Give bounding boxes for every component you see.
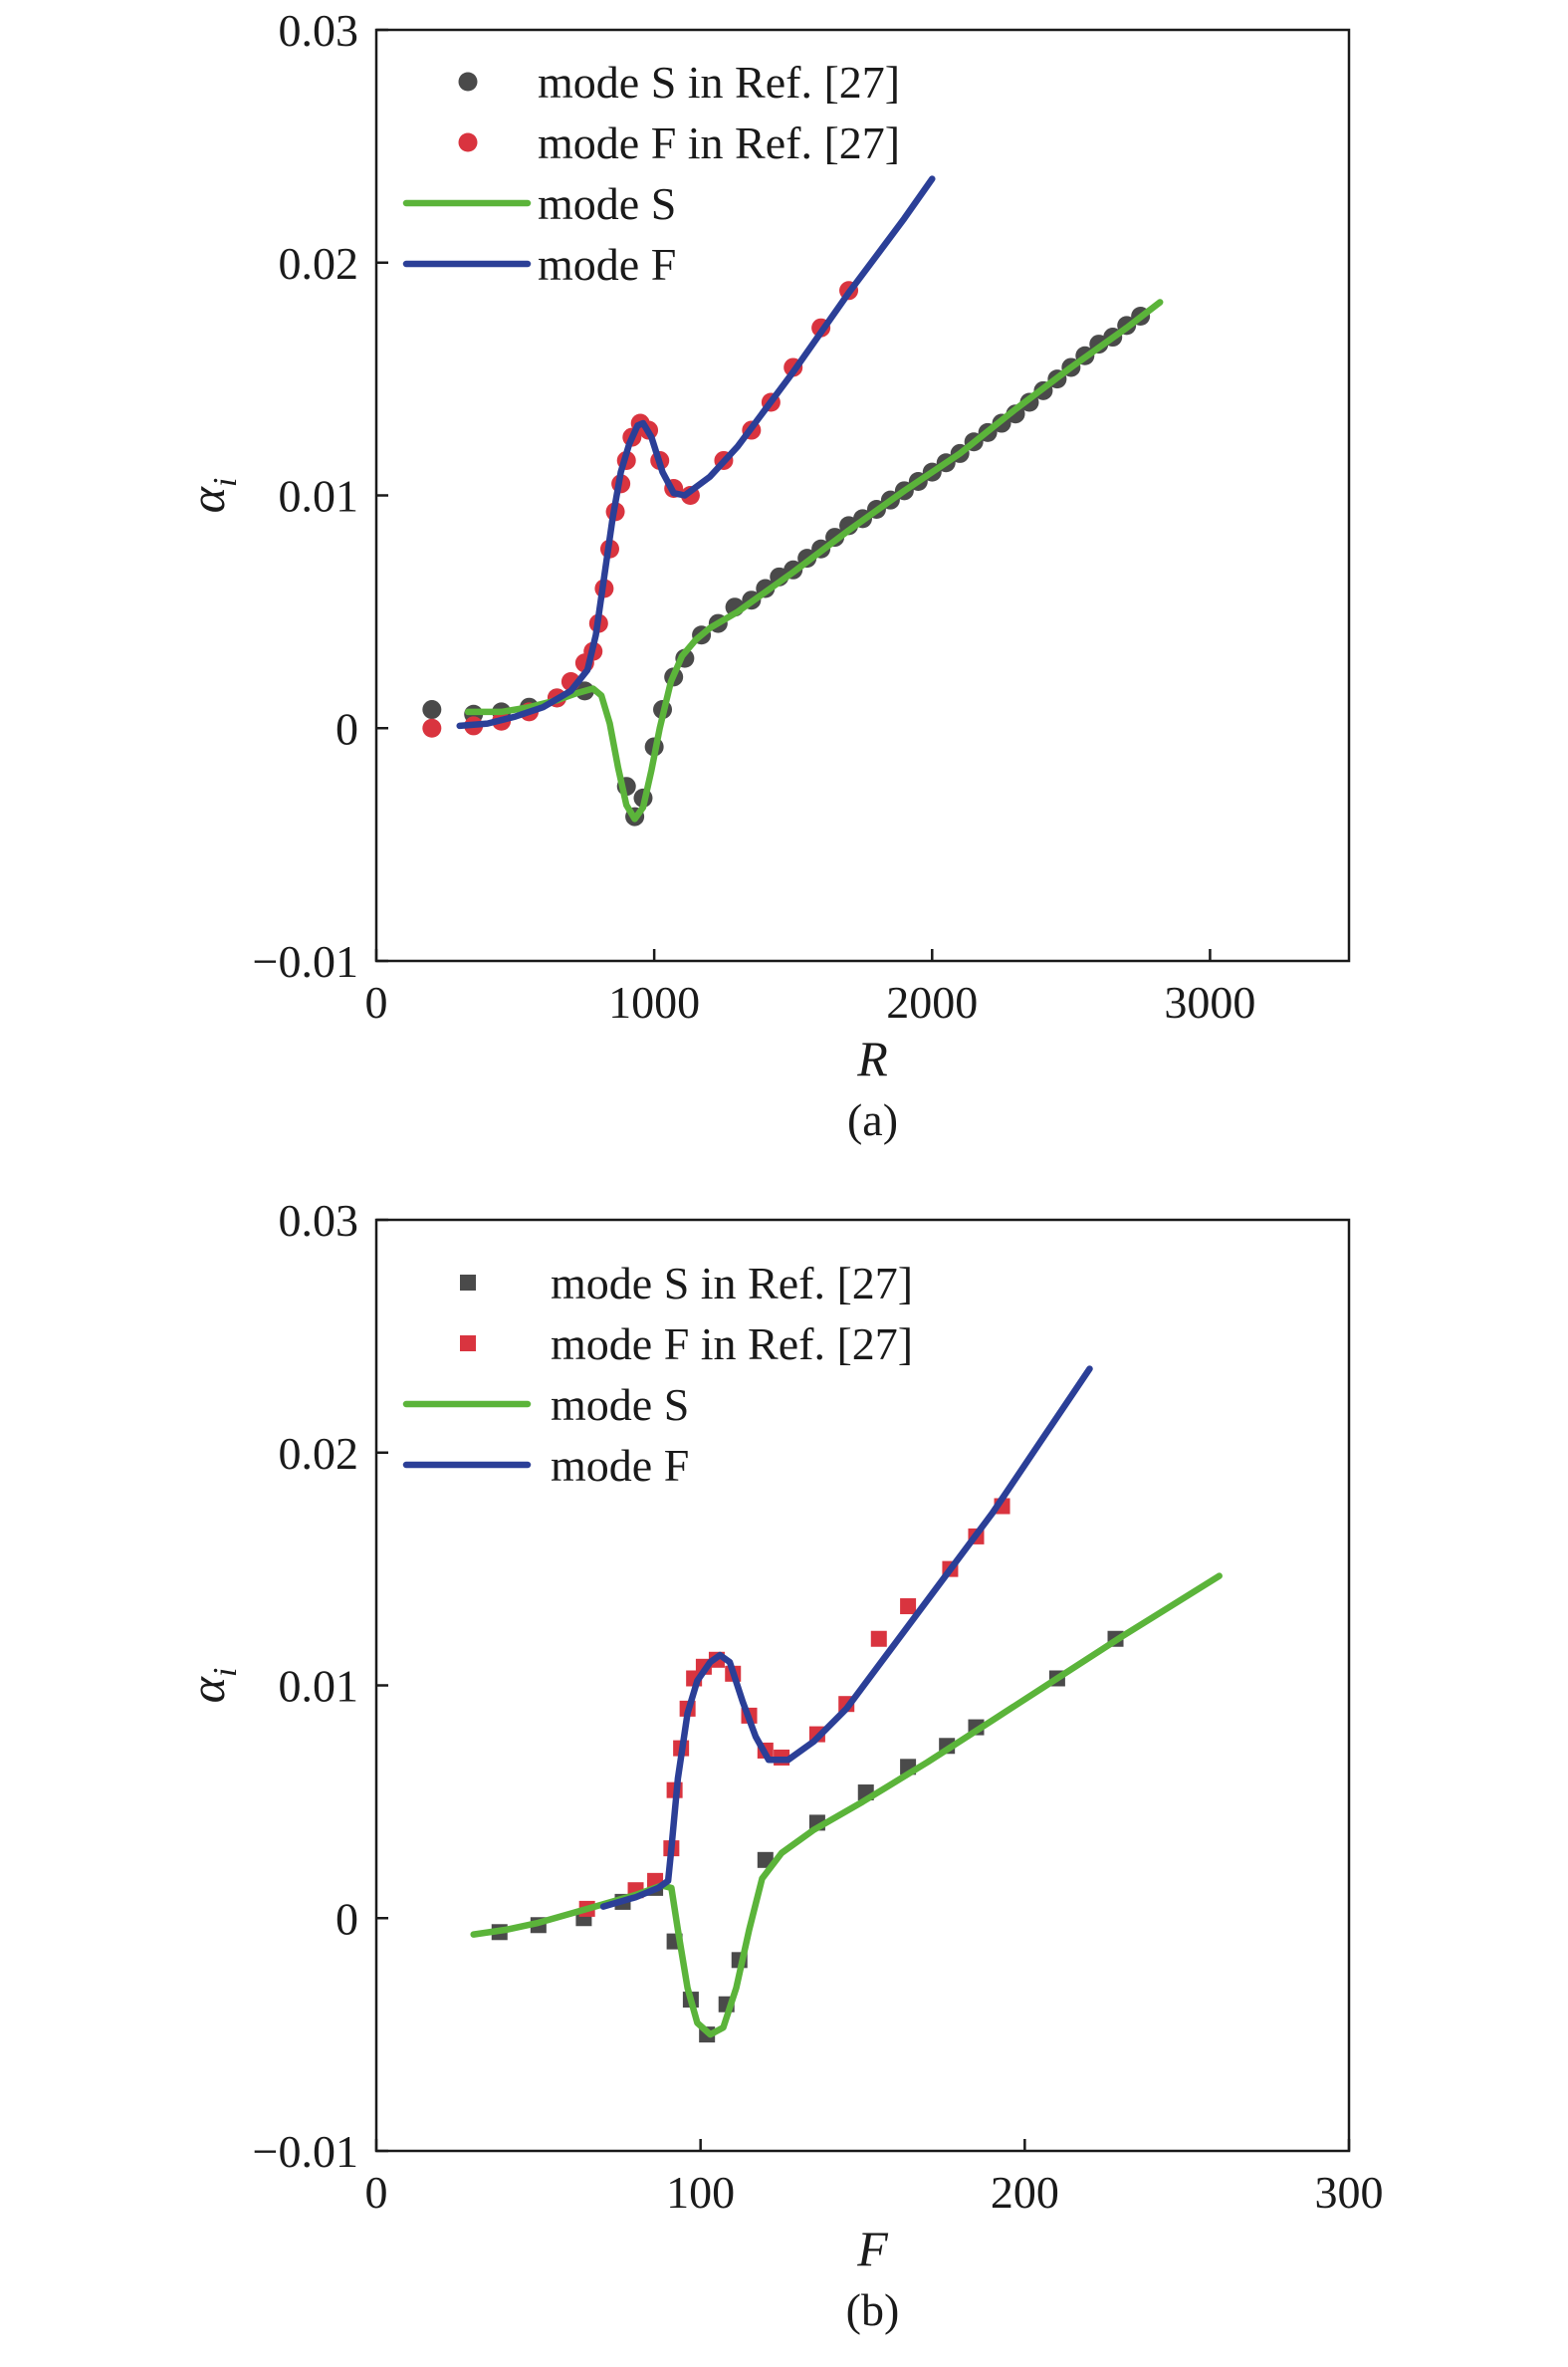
legend-item: mode F in Ref. [27] — [458, 118, 900, 168]
legend-swatch — [458, 72, 478, 92]
legend: mode S in Ref. [27] mode F in Ref. [27] mo… — [402, 57, 900, 290]
series-mode-s-line — [464, 299, 1164, 823]
series-mode-f-ref — [422, 281, 859, 738]
data-marker — [422, 718, 442, 738]
plot-frame — [374, 28, 1351, 963]
y-tick-label: 0.03 — [279, 5, 359, 56]
y-axis-title-symbol: α — [179, 1675, 235, 1703]
x-axis-title: F — [856, 2221, 888, 2276]
x-axis-title: R — [856, 1031, 888, 1086]
legend-swatch — [460, 1335, 476, 1351]
y-axis-title-symbol: α — [179, 485, 235, 513]
panel-a: 0 1000 2000 3000−0.0100.010.020.03Rαi(a)mod… — [179, 5, 1351, 1145]
legend-label: mode S — [551, 1379, 689, 1430]
series-mode-f-line — [456, 175, 936, 730]
legend-label: mode S — [538, 178, 676, 229]
y-tick-label: −0.01 — [253, 2126, 358, 2177]
series-mode-f-ref — [578, 1498, 1010, 1917]
y-axis-title: αi — [179, 478, 244, 514]
x-tick-label: 0 — [365, 977, 388, 1028]
series-mode-f-line — [599, 1365, 1093, 1910]
legend-label: mode F in Ref. [27] — [538, 118, 900, 168]
x-tick-label: 3000 — [1164, 977, 1255, 1028]
y-tick-label: 0.01 — [279, 1661, 359, 1712]
x-tick-label: 0 — [365, 2167, 388, 2218]
x-tick-label: 300 — [1315, 2167, 1384, 2218]
legend-label: mode F in Ref. [27] — [551, 1318, 913, 1369]
data-marker — [870, 1630, 887, 1647]
y-tick-label: 0.02 — [279, 1428, 359, 1479]
legend-item: mode S in Ref. [27] — [458, 57, 900, 108]
plot-area — [422, 175, 1164, 827]
legend-item: mode F — [402, 1440, 689, 1491]
legend-item: mode F in Ref. [27] — [460, 1318, 913, 1369]
x-tick-label: 100 — [666, 2167, 735, 2218]
legend: mode S in Ref. [27] mode F in Ref. [27] mo… — [402, 1258, 913, 1491]
legend-item: mode S — [402, 1379, 689, 1430]
legend-item: mode S in Ref. [27] — [460, 1258, 913, 1308]
x-tick-label: 200 — [991, 2167, 1059, 2218]
y-tick-label: 0 — [336, 1893, 358, 1944]
y-tick-label: 0.02 — [279, 238, 359, 289]
x-tick-label: 1000 — [608, 977, 700, 1028]
y-tick-label: 0.01 — [279, 471, 359, 522]
legend-label: mode S in Ref. [27] — [551, 1258, 913, 1308]
legend-swatch — [460, 1275, 476, 1291]
legend-label: mode F — [551, 1440, 689, 1491]
legend-item: mode F — [402, 239, 676, 290]
y-axis-title-subscript: i — [207, 478, 244, 487]
legend-swatch — [458, 132, 478, 152]
y-tick-label: −0.01 — [253, 936, 358, 987]
x-tick-label: 2000 — [886, 977, 978, 1028]
legend-label: mode S in Ref. [27] — [538, 57, 900, 108]
y-tick-label: 0.03 — [279, 1195, 359, 1246]
y-axis-title-subscript: i — [207, 1668, 244, 1677]
panel-caption: (b) — [846, 2284, 900, 2335]
y-axis-title: αi — [179, 1668, 244, 1704]
data-marker — [900, 1598, 917, 1615]
series-mode-s-line — [470, 1572, 1223, 2038]
plot-area — [470, 1365, 1223, 2043]
y-tick-label: 0 — [336, 703, 358, 754]
legend-label: mode F — [538, 239, 676, 290]
legend-item: mode S — [402, 178, 676, 229]
data-marker — [422, 700, 442, 720]
panel-caption: (a) — [847, 1094, 898, 1145]
